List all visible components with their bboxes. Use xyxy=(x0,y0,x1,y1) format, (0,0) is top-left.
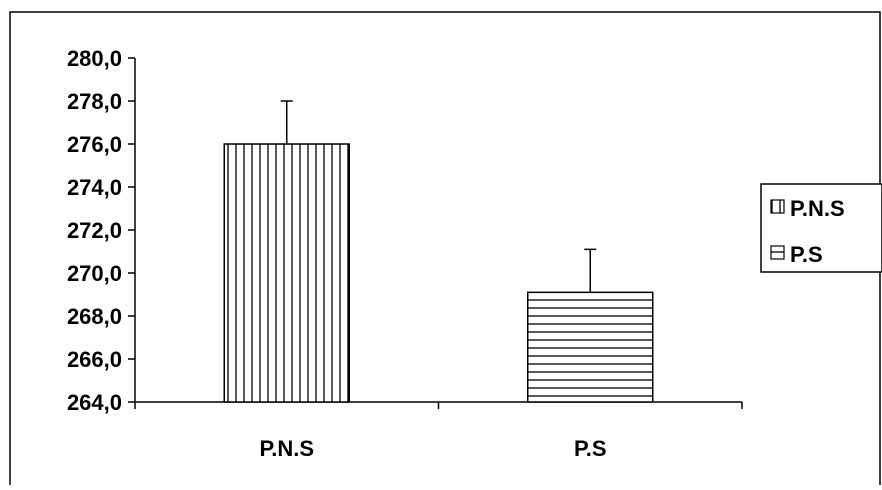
y-tick-label: 280,0 xyxy=(67,46,122,71)
y-tick-label: 276,0 xyxy=(67,132,122,157)
bar-p-n-s xyxy=(224,144,349,402)
y-tick-label: 266,0 xyxy=(67,347,122,372)
chart-area-border xyxy=(10,12,880,485)
legend-label-ps: P.S xyxy=(790,242,823,267)
y-tick-label: 272,0 xyxy=(67,218,122,243)
y-tick-label: 264,0 xyxy=(67,390,122,415)
x-category-label: P.N.S xyxy=(259,436,314,461)
y-tick-label: 274,0 xyxy=(67,175,122,200)
y-tick-label: 268,0 xyxy=(67,304,122,329)
y-tick-label: 278,0 xyxy=(67,89,122,114)
legend: P.N.S P.S xyxy=(761,184,882,272)
legend-swatch-ps xyxy=(771,246,784,259)
bar-p-s xyxy=(528,292,653,402)
y-tick-label: 270,0 xyxy=(67,261,122,286)
legend-label-pns: P.N.S xyxy=(790,196,845,221)
legend-swatch-pns xyxy=(771,200,784,213)
bars xyxy=(224,101,653,402)
x-category-label: P.S xyxy=(574,436,607,461)
